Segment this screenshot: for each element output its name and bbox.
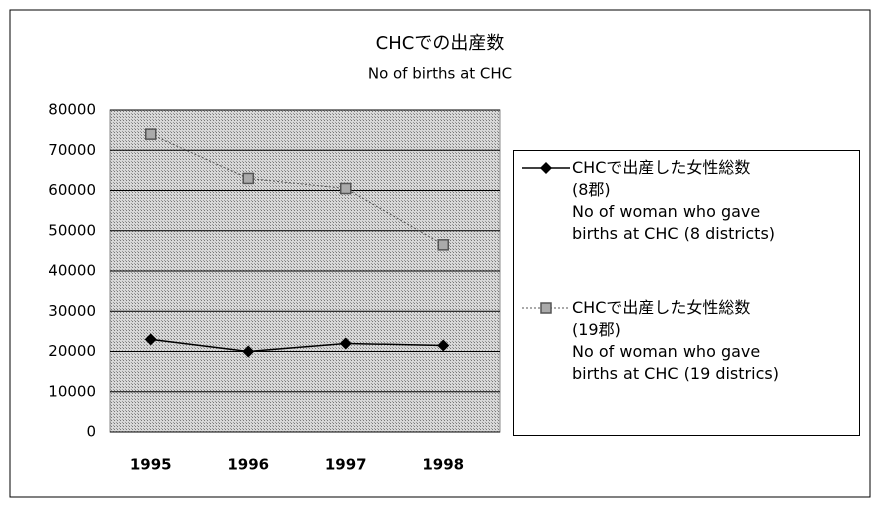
legend-item: CHCで出産した女性総数 (8郡) No of woman who gave b… [520, 157, 855, 245]
y-tick-label: 40000 [48, 262, 96, 280]
legend-item: CHCで出産した女性総数 (19郡) No of woman who gave … [520, 297, 855, 385]
legend-symbol [522, 162, 570, 174]
chart-title: CHCでの出産数 [376, 33, 505, 54]
series-line [150, 133, 444, 246]
x-tick-label: 1996 [227, 456, 269, 474]
x-tick-label: 1997 [325, 456, 367, 474]
y-tick-label: 0 [86, 423, 96, 441]
series-line [150, 338, 444, 353]
marker [144, 333, 157, 346]
legend-label: CHCで出産した女性総数 (8郡) No of woman who gave b… [572, 158, 776, 243]
marker [242, 172, 254, 185]
marker [437, 239, 449, 251]
y-tick-label: 10000 [48, 382, 96, 400]
chart-subtitle: No of births at CHC [368, 65, 512, 83]
y-tick-label: 80000 [48, 101, 96, 119]
marker [437, 339, 450, 352]
legend-label: CHCで出産した女性総数 (19郡) No of woman who gave … [572, 298, 779, 383]
legend-symbol [522, 302, 570, 314]
x-tick-label: 1995 [130, 456, 172, 474]
y-tick-label: 70000 [48, 141, 96, 159]
marker [540, 302, 552, 314]
y-tick-label: 30000 [48, 302, 96, 320]
marker [242, 345, 255, 358]
x-tick-label: 1998 [422, 456, 464, 474]
marker [540, 162, 552, 174]
marker [339, 337, 352, 350]
marker [340, 182, 352, 195]
marker [145, 128, 157, 140]
y-tick-label: 60000 [48, 181, 96, 199]
y-tick-label: 20000 [48, 342, 96, 360]
y-tick-label: 50000 [48, 221, 96, 239]
legend: CHCで出産した女性総数 (8郡) No of woman who gave b… [513, 150, 860, 436]
